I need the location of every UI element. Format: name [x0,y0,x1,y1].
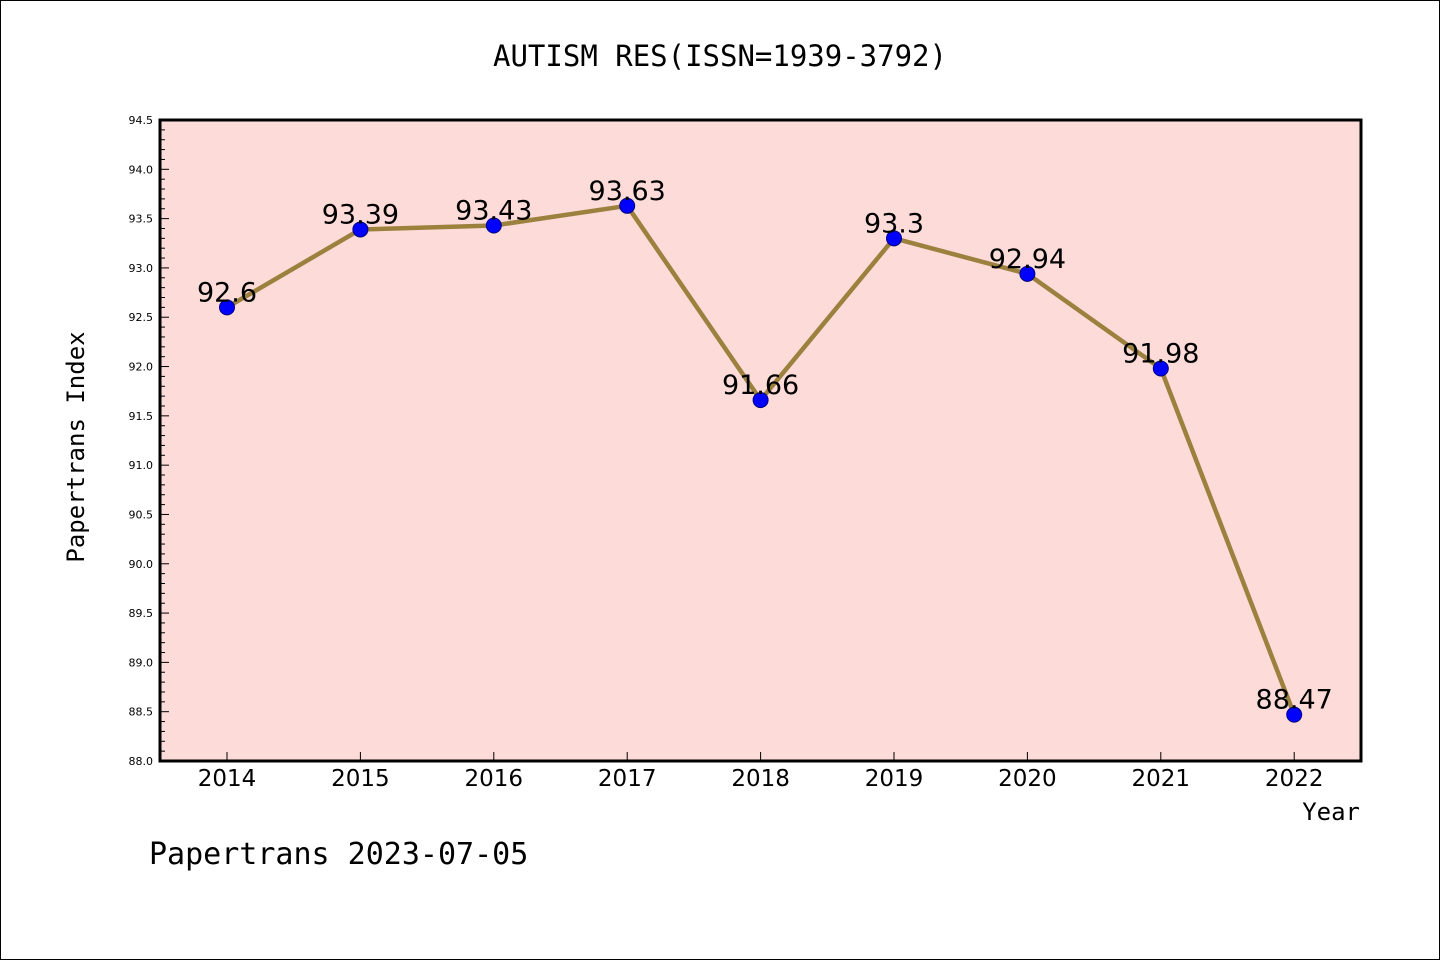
data-label: 88.47 [1256,685,1333,716]
x-axis: 2014 2015 2016 2017 2018 2019 2020 2021 2022 [198,752,1324,792]
data-label: 92.6 [197,277,257,308]
y-tick-label: 90.0 [129,558,154,571]
data-point [1152,360,1169,377]
x-tick-label: 2016 [465,766,524,792]
data-label: 93.39 [322,199,399,230]
x-tick-label: 2020 [998,766,1057,792]
footer-text: Papertrans 2023-07-05 [149,837,528,872]
data-label: 92.94 [989,244,1066,275]
y-tick-label: 93.0 [129,262,154,275]
x-tick-label: 2017 [598,766,657,792]
x-tick-label: 2022 [1265,766,1324,792]
data-point [886,230,902,247]
data-point [619,197,636,214]
y-tick-label: 88.0 [129,755,154,768]
data-point [1286,706,1303,723]
data-labels-group: 92.6 93.39 93.43 93.63 91.66 93.3 92.94 91.98 88… [197,176,1333,716]
data-label: 91.66 [722,370,799,401]
x-tick-label: 2018 [731,766,790,792]
y-tick-label: 92.5 [129,311,154,324]
x-tick-label: 2015 [331,766,390,792]
y-axis-label: Papertrans Index [62,331,90,562]
y-tick-label: 89.0 [129,656,154,669]
data-point [485,217,502,234]
data-label: 91.98 [1122,339,1199,370]
y-tick-label: 90.5 [129,508,154,521]
data-label: 93.3 [864,208,924,239]
data-label: 93.43 [455,196,532,227]
y-tick-label: 88.5 [129,706,154,719]
data-label: 93.63 [589,176,666,207]
data-point [752,392,769,409]
y-tick-label: 91.0 [129,459,154,472]
markers-group [219,197,1303,723]
x-tick-label: 2014 [198,766,257,792]
data-point [352,221,369,238]
x-tick-label: 2019 [865,766,924,792]
y-tick-label: 89.5 [129,607,154,620]
y-tick-label: 93.5 [129,213,154,226]
y-tick-label: 94.0 [129,163,154,176]
y-tick-label: 92.0 [129,361,154,374]
y-tick-label: 91.5 [129,410,154,423]
data-point [219,299,235,316]
x-tick-label: 2021 [1132,766,1191,792]
x-axis-label: Year [1302,798,1360,826]
plot-border [158,118,1363,763]
data-point [1019,265,1036,282]
chart-title: AUTISM RES(ISSN=1939-3792) [493,39,947,73]
y-tick-label: 94.5 [129,114,154,127]
